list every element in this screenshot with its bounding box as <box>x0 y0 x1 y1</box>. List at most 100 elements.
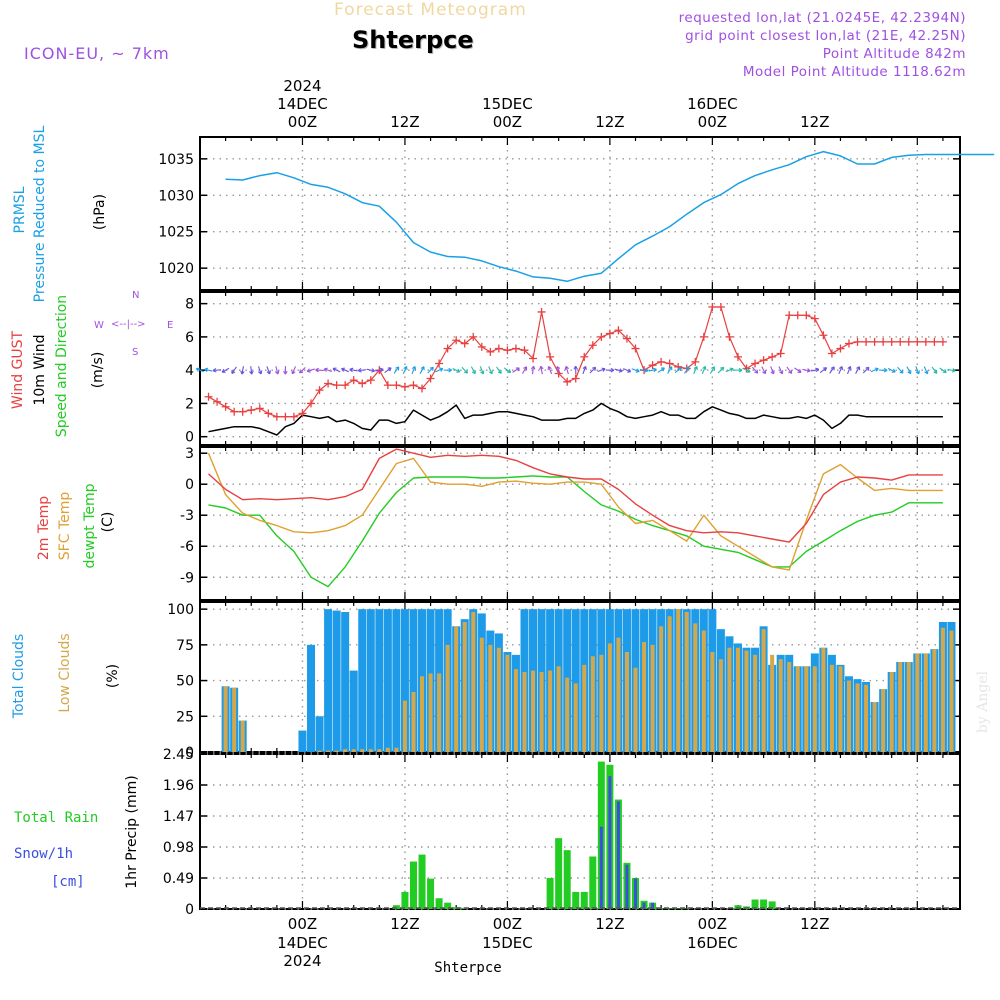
wind-arrow-head <box>601 367 606 372</box>
wind-arrow <box>855 366 861 374</box>
wind-arrow-head <box>592 366 597 371</box>
wind-arrow-shaft <box>231 366 237 374</box>
low-cloud-bar <box>855 683 860 752</box>
pressure-unit: (hPa) <box>92 193 108 231</box>
y-tick-label: 1.47 <box>163 809 194 825</box>
wind-arrow-head <box>258 370 263 375</box>
wind-arrow-shaft <box>384 367 392 373</box>
wind-arrow <box>717 366 725 374</box>
sfc-temp-line <box>207 452 943 571</box>
gust-marker <box>349 376 358 385</box>
gust-marker <box>221 402 230 411</box>
wind-arrow-head <box>924 370 929 375</box>
top-day-label: 16DEC <box>687 95 738 113</box>
gust-marker <box>802 311 811 320</box>
wind-arrow-head <box>420 366 425 371</box>
wind-arrow-shaft <box>512 367 520 373</box>
wind-arrow <box>539 365 544 375</box>
gust-marker <box>708 302 717 311</box>
wind-arrow-shaft <box>324 368 333 372</box>
gust-marker <box>896 337 905 346</box>
wind-arrow-shaft <box>582 366 587 375</box>
gust-marker <box>281 412 290 421</box>
wind-arrow-head <box>942 369 947 373</box>
speed-direction-label: Speed and Direction <box>54 294 70 438</box>
low-cloud-bar <box>795 666 800 752</box>
wind-arrow <box>547 366 553 375</box>
low-cloud-bar <box>701 630 706 752</box>
y-tick-label: 75 <box>176 638 194 654</box>
gust-marker <box>580 352 589 361</box>
snow-bar <box>634 878 638 909</box>
gust-marker <box>289 412 298 421</box>
wind-arrow-head <box>221 368 226 373</box>
low-cloud-bar <box>479 637 484 752</box>
wind-arrow-head <box>891 368 896 373</box>
wind-arrow <box>349 367 358 373</box>
total-cloud-bar <box>341 612 350 752</box>
wind-arrow-shaft <box>299 367 306 374</box>
snow-bar <box>599 826 603 909</box>
low-cloud-bar <box>531 670 536 752</box>
low-cloud-bar <box>607 643 612 752</box>
wind-arrow <box>291 366 296 375</box>
wind-arrow-head <box>951 368 956 373</box>
low-cloud-bar <box>710 652 715 752</box>
wind-arrow-head <box>788 369 793 374</box>
wind-arrow <box>573 365 578 375</box>
wind-arrow <box>470 366 476 375</box>
wind-arrow-head <box>488 370 493 375</box>
dewpt-temp-label: dewpt Temp <box>82 483 98 569</box>
dewpoint-line <box>208 475 943 588</box>
low-cloud-bar <box>394 747 399 752</box>
wind-arrow-head <box>644 368 649 373</box>
bottom-hour-label: 12Z <box>390 915 419 933</box>
gust-marker <box>537 307 546 316</box>
wind-arrow <box>879 367 888 373</box>
low-cloud-bar <box>727 647 732 752</box>
model-point-altitude: Model Point Altitude 1118.62m <box>742 64 966 80</box>
wind-arrow-shaft <box>419 366 425 374</box>
wind-arrow-shaft <box>923 366 928 375</box>
low-cloud-bar <box>326 750 331 752</box>
low-cloud-bar <box>360 749 365 752</box>
wind-arrow-shaft <box>358 369 367 372</box>
wind-arrow-head <box>899 369 904 374</box>
wind-arrow-shaft <box>540 366 543 375</box>
bottom-hour-label: 00Z <box>493 915 522 933</box>
top-hour-label: 12Z <box>390 113 419 131</box>
total-cloud-bar <box>332 610 341 752</box>
wind-arrow <box>939 367 947 373</box>
rain-bar <box>555 838 563 909</box>
wind-arrow <box>802 368 811 373</box>
wind-arrow <box>298 367 306 374</box>
gust-marker <box>870 337 879 346</box>
gust-marker <box>392 381 401 390</box>
gust-marker <box>324 379 333 388</box>
wind-arrow-head <box>429 366 434 371</box>
wind-arrow-head <box>573 365 578 370</box>
low-cloud-bar <box>684 612 689 752</box>
rain-bar <box>666 908 674 909</box>
wind-arrow-head <box>746 368 751 373</box>
gust-marker <box>879 337 888 346</box>
y-tick-label: 1030 <box>158 188 194 204</box>
wind-arrow-shaft <box>291 366 296 375</box>
gust-marker <box>836 344 845 353</box>
wind-arrow-shaft <box>503 367 511 373</box>
bottom-hour-label: 12Z <box>595 915 624 933</box>
gust-marker <box>247 406 256 415</box>
low-cloud-bar <box>437 673 442 752</box>
low-cloud-bar <box>240 720 245 752</box>
wind-arrow-shaft <box>349 368 358 372</box>
wind-arrow-shaft <box>393 366 400 374</box>
wind-arrow-shaft <box>496 366 502 374</box>
rain-bar <box>760 899 768 909</box>
low-cloud-bar <box>351 749 356 752</box>
gust-marker <box>443 344 452 353</box>
panel-frame-pressure <box>199 136 961 291</box>
wind-arrow-shaft <box>531 366 535 375</box>
wind-arrow-shaft <box>470 366 476 374</box>
wind-arrow-head <box>456 368 461 373</box>
wind-arrow <box>906 366 912 375</box>
